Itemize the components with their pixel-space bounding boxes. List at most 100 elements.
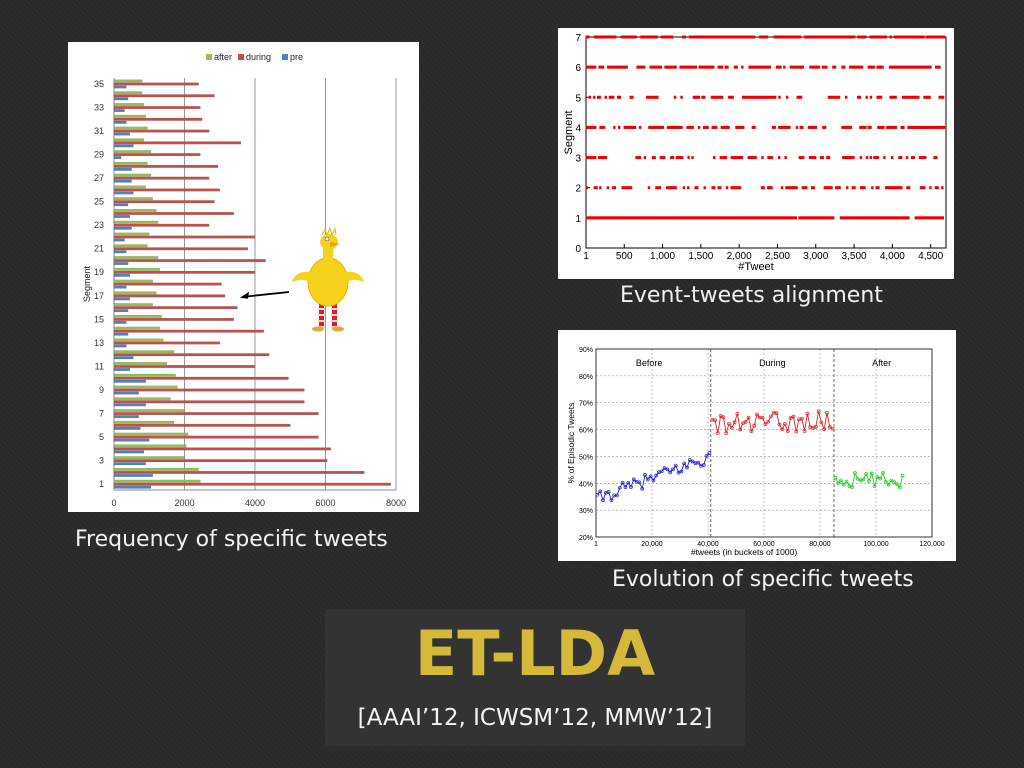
tweet-point [823,186,827,190]
tweet-point [823,216,826,220]
tweet-point [828,186,832,190]
tweet-point [700,65,703,69]
bird-leg-stripe [318,320,325,322]
tweet-point [659,216,663,220]
tweet-point [876,216,880,220]
tweet-point [641,65,644,69]
tweet-point [662,35,665,39]
tweet-point [634,216,637,220]
tweet-point [788,35,792,39]
tweet-point [789,65,793,69]
tweet-point [893,35,897,39]
tweet-point [658,186,662,190]
tweet-point [649,95,652,99]
tweet-point [857,35,860,39]
tweet-point [719,156,722,160]
tweet-point [796,95,799,99]
tweet-point [808,156,812,160]
bar-during [113,247,249,251]
tweet-point [799,95,803,99]
tweet-point [851,186,854,190]
series-point-before [620,480,625,485]
tweet-point [727,216,730,220]
tweet-point [743,216,747,220]
tweet-point [720,95,724,99]
tweet-point [772,216,776,220]
series-point-during [799,416,804,421]
bar-during [113,235,256,239]
tweet-point [732,186,735,190]
tweet-point [753,65,756,69]
tweet-point [722,216,725,220]
tweet-point [866,216,870,220]
tweet-point [761,65,765,69]
tweet-point [664,35,667,39]
tweet-point [800,156,803,160]
tweet-point [864,35,867,39]
tweet-point [675,125,678,129]
tweet-point [588,65,592,69]
tweet-point [612,95,615,99]
bar-during [113,329,264,333]
tweet-point [768,65,771,69]
x-tick-label: 100,000 [863,541,888,548]
tweet-point [905,95,908,99]
tweet-point [875,186,878,190]
tweet-point [843,65,846,69]
series-point-before [665,467,670,472]
tweet-point [585,216,588,220]
y-tick-label: 5 [99,432,104,442]
tweet-point [776,216,779,220]
tweet-point [909,65,912,69]
tweet-point [622,216,626,220]
tweet-point [894,125,898,129]
tweet-point [770,95,773,99]
tweet-point [936,186,939,190]
series-point-during [735,412,740,416]
tweet-point [810,156,813,160]
series-line-during [712,411,833,434]
series-point-during [802,429,807,433]
tweet-point [865,156,869,160]
y-tick-label: 27 [94,173,104,183]
tweet-point [919,186,923,190]
tweet-point [675,156,679,160]
tweet-point [849,65,852,69]
tweet-point [834,35,837,39]
tweet-point [592,156,595,160]
tweet-point [914,216,918,220]
tweet-point [749,156,752,160]
tweet-point [913,95,917,99]
tweet-point [877,125,880,129]
tweet-point [587,35,590,39]
series-point-before [704,454,709,458]
series-point-before [615,493,619,498]
tweet-point [881,35,884,39]
tweet-point [724,156,728,160]
tweet-point [941,216,945,220]
y-tick-label: 3 [575,154,581,165]
tweet-point [673,95,677,99]
tweet-point [770,186,773,190]
tweet-point [930,125,934,129]
y-tick-label: 0 [575,244,581,255]
tweet-point [752,156,756,160]
bar-during [113,176,210,180]
tweet-point [812,125,816,129]
tweet-point [934,125,937,129]
tweet-point [898,156,901,160]
y-tick-label: 20% [579,535,593,542]
bar-during [113,365,256,368]
tweet-point [706,216,710,220]
tweet-point [702,35,705,39]
tweet-point [931,216,934,220]
tweet-point [896,186,900,190]
series-point-after [861,477,866,482]
x-tick-label: 2,500 [765,251,790,262]
series-point-during [830,426,835,431]
tweet-point [862,35,865,39]
tweet-point [844,125,848,129]
y-tick-label: 23 [94,220,104,230]
tweet-point [923,95,926,99]
tweet-point [912,125,915,129]
